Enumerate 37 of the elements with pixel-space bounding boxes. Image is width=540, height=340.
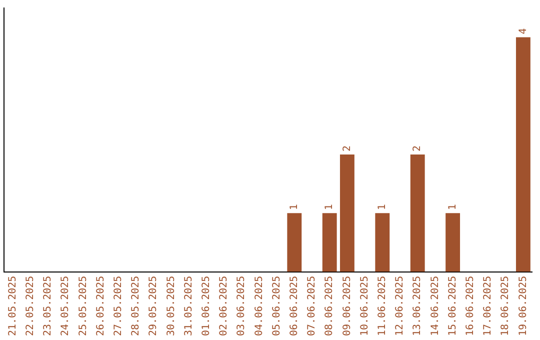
x-tick-label: 23.05.2025 bbox=[42, 276, 54, 336]
x-tick-label: 06.06.2025 bbox=[288, 276, 300, 336]
x-tick-label: 31.05.2025 bbox=[183, 276, 194, 336]
x-tick-label: 15.06.2025 bbox=[447, 276, 458, 336]
x-tick-label: 28.05.2025 bbox=[130, 276, 142, 336]
x-tick-label: 17.06.2025 bbox=[482, 276, 494, 336]
x-tick-label: 26.05.2025 bbox=[95, 276, 106, 336]
x-tick-label: 08.06.2025 bbox=[324, 276, 336, 336]
x-tick-label: 02.06.2025 bbox=[218, 276, 230, 336]
x-tick-label: 25.05.2025 bbox=[78, 276, 89, 336]
x-tick-label: 05.06.2025 bbox=[271, 276, 282, 336]
data-label: 1 bbox=[324, 204, 336, 210]
x-tick-label: 29.05.2025 bbox=[148, 276, 160, 336]
x-tick-label: 14.06.2025 bbox=[430, 276, 441, 336]
x-tick-label: 01.06.2025 bbox=[200, 276, 212, 336]
x-tick-label: 13.06.2025 bbox=[412, 276, 424, 336]
data-label: 1 bbox=[288, 204, 300, 210]
x-tick-label: 22.05.2025 bbox=[24, 276, 36, 336]
x-tick-label: 11.06.2025 bbox=[376, 276, 388, 336]
x-tick-label: 16.06.2025 bbox=[464, 276, 476, 336]
x-tick-label: 18.06.2025 bbox=[500, 276, 512, 336]
x-tick-label: 04.06.2025 bbox=[254, 276, 265, 336]
x-tick-label: 12.06.2025 bbox=[394, 276, 406, 336]
x-tick-label: 19.06.2025 bbox=[518, 276, 529, 336]
x-tick-label: 10.06.2025 bbox=[359, 276, 370, 336]
data-label: 4 bbox=[518, 28, 529, 34]
data-label: 2 bbox=[412, 146, 424, 152]
data-label: 1 bbox=[447, 204, 458, 210]
x-tick-label: 24.05.2025 bbox=[60, 276, 72, 336]
x-tick-label: 21.05.2025 bbox=[7, 276, 18, 336]
x-tick-label: 27.05.2025 bbox=[112, 276, 124, 336]
x-tick-label: 07.06.2025 bbox=[306, 276, 318, 336]
x-tick-label: 30.05.2025 bbox=[166, 276, 177, 336]
data-label: 1 bbox=[376, 204, 388, 210]
x-tick-label: 09.06.2025 bbox=[342, 276, 353, 336]
data-label: 2 bbox=[342, 146, 353, 152]
x-tick-label: 03.06.2025 bbox=[236, 276, 248, 336]
